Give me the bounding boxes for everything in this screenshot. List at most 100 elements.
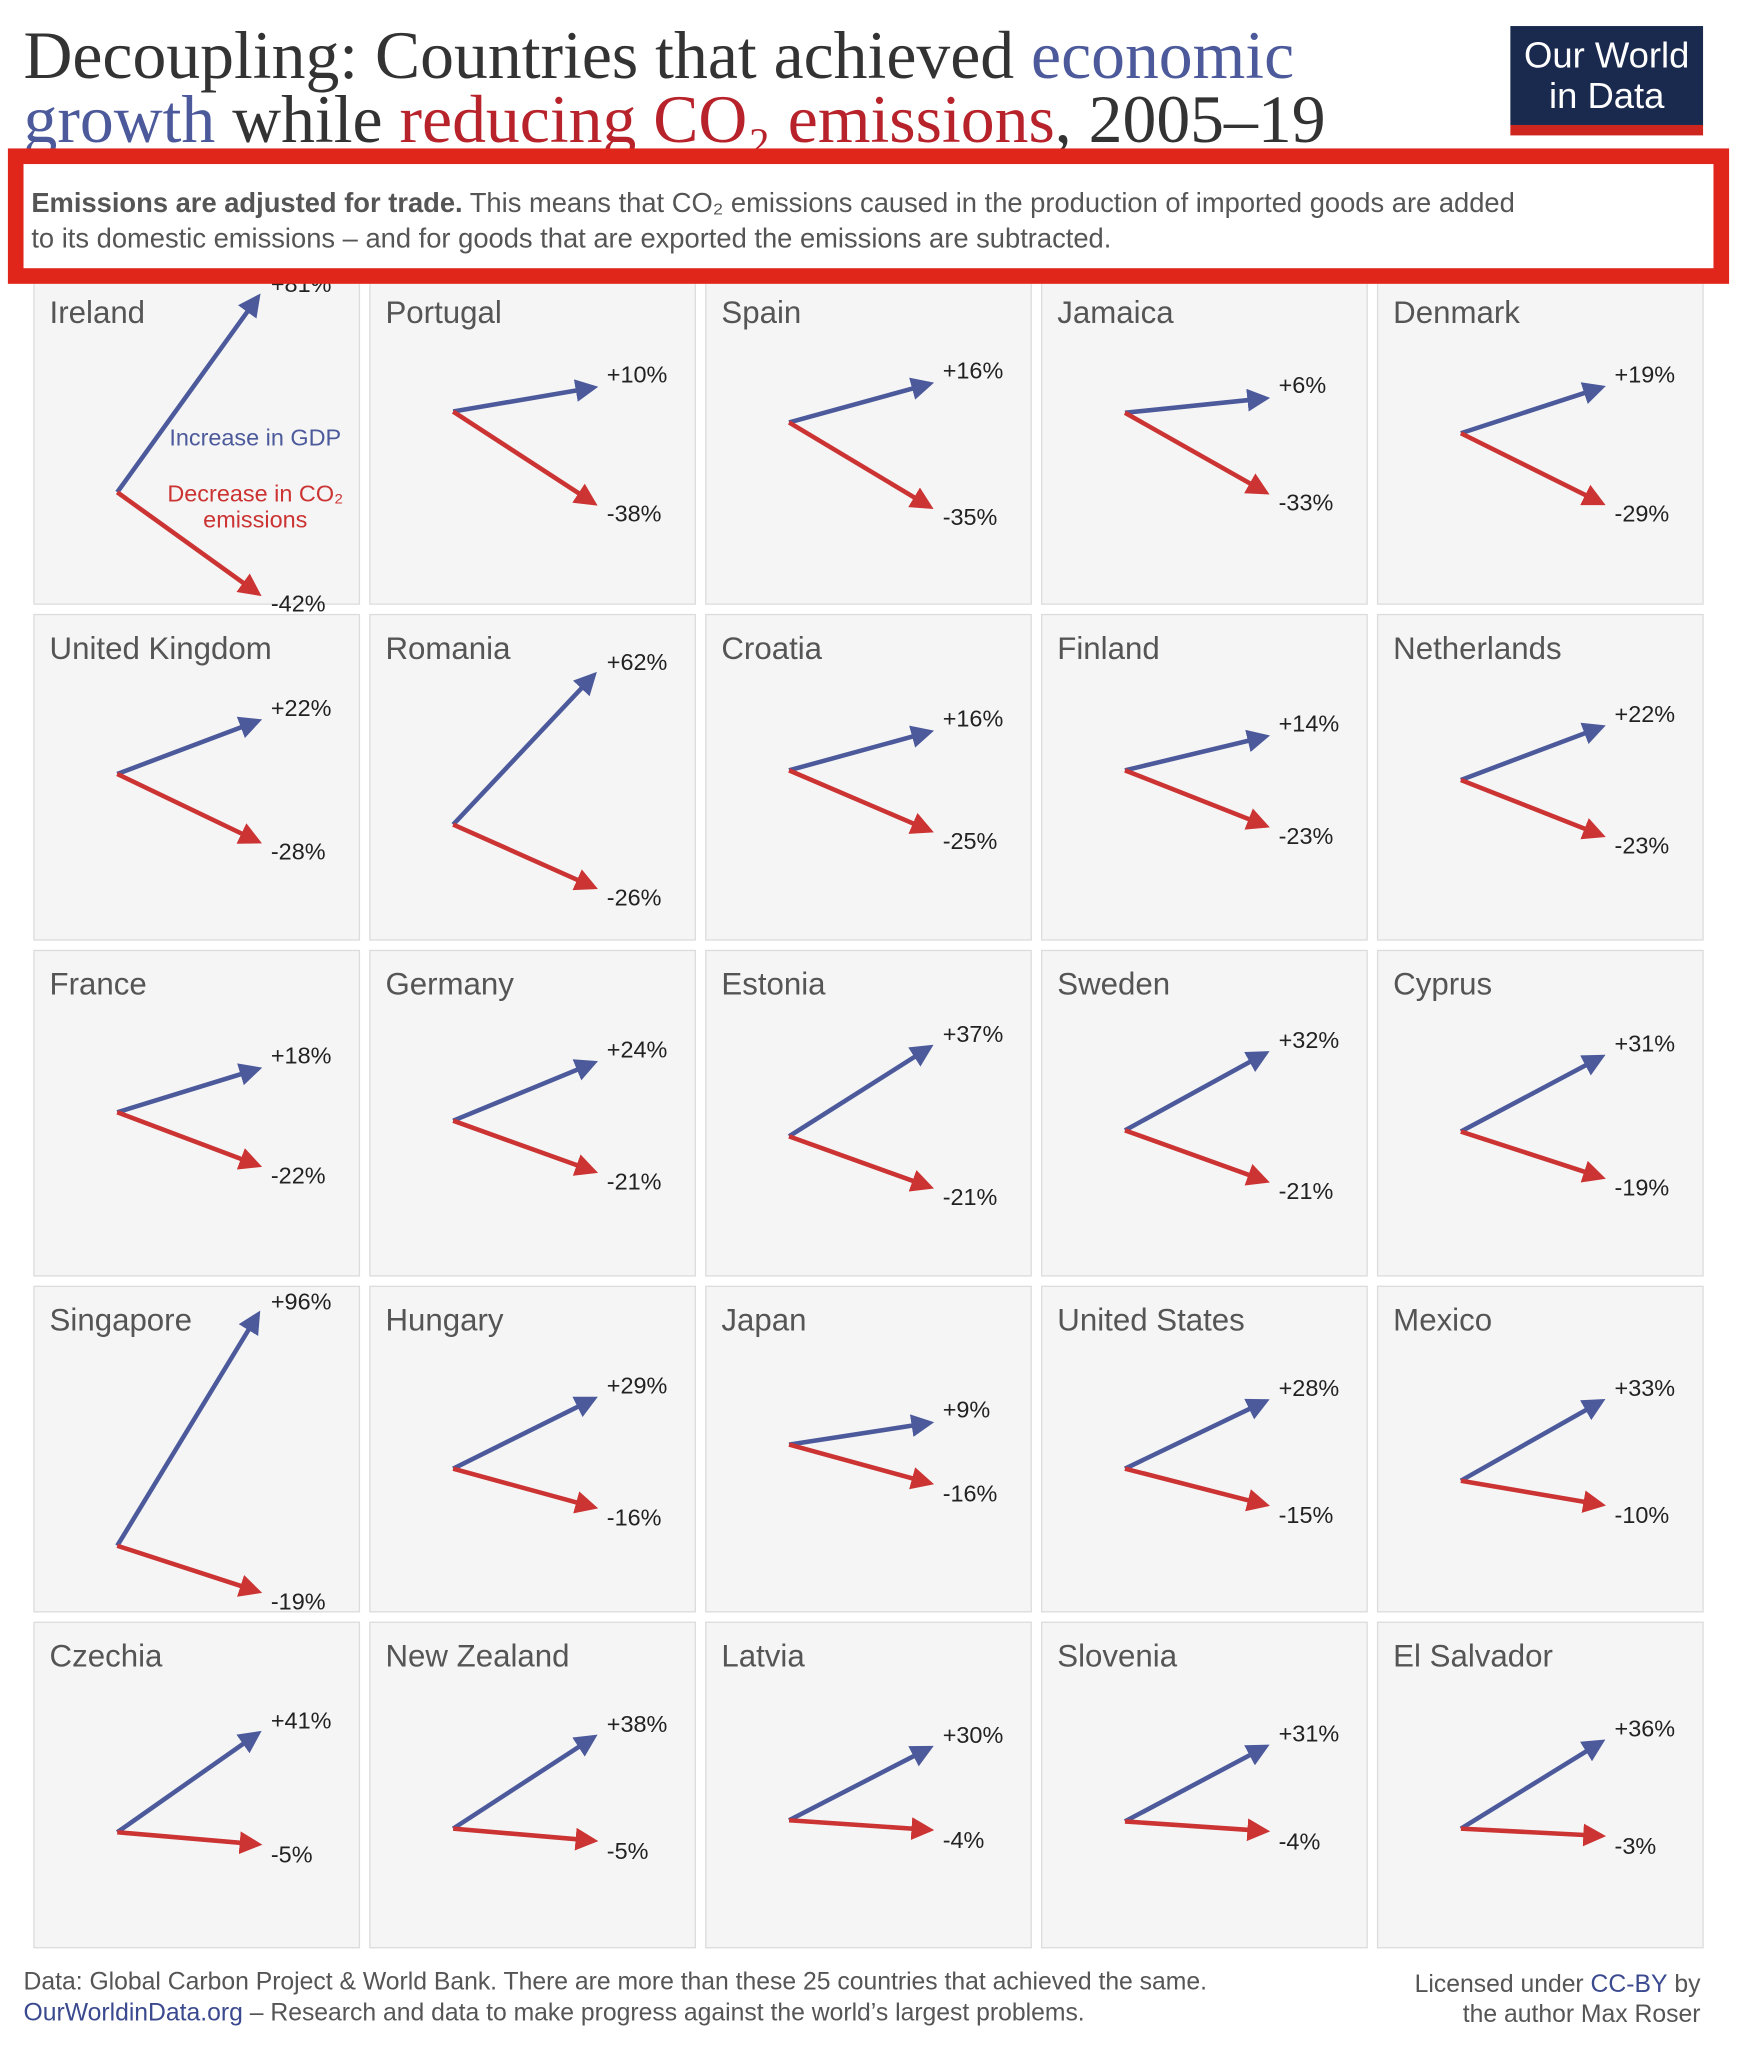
arrow (1460, 722, 1606, 783)
license: Licensed under CC-BY by (1415, 1971, 1701, 1998)
value-label: +37% (943, 1021, 1004, 1047)
arrow (117, 1829, 263, 1855)
panel (33, 949, 361, 1277)
value-label: +22% (1615, 701, 1676, 727)
value-label: +22% (271, 695, 332, 721)
panel (1041, 613, 1368, 941)
license-link[interactable]: CC-BY (1591, 1971, 1668, 1998)
arrow (1123, 1051, 1270, 1133)
value-label: +36% (1615, 1716, 1676, 1742)
country-label: Hungary (385, 1303, 503, 1338)
arrow (1459, 431, 1606, 506)
source-link[interactable]: OurWorldinData.org (24, 2000, 243, 2027)
country-label: Spain (721, 295, 801, 330)
country-label: United States (1057, 1303, 1245, 1338)
value-label: +31% (1279, 1721, 1340, 1747)
value-label: -21% (943, 1184, 998, 1210)
value-label: -16% (943, 1480, 998, 1506)
arrow (116, 1063, 263, 1115)
panel (705, 1285, 1032, 1613)
source: Data: Global Carbon Project & World Bank… (24, 1968, 1207, 1995)
value-label: +30% (943, 1722, 1004, 1748)
country-label: Netherlands (1393, 631, 1561, 666)
arrow (116, 716, 263, 777)
value-label: +16% (943, 358, 1004, 384)
value-label: +32% (1279, 1027, 1340, 1053)
arrow (1124, 1818, 1271, 1842)
arrow (1460, 1129, 1606, 1183)
arrow (1124, 768, 1270, 830)
value-label: -23% (1615, 833, 1670, 859)
arrow (451, 671, 597, 827)
value-label: -4% (943, 1827, 985, 1853)
arrow (452, 822, 598, 891)
title-part: Decoupling: Countries that achieved (24, 18, 1032, 93)
value-label: +62% (607, 649, 668, 675)
value-label: -10% (1615, 1502, 1670, 1528)
license: the author Max Roser (1463, 2001, 1701, 2028)
panel (369, 277, 696, 605)
arrow (788, 768, 934, 834)
panel (1376, 1621, 1704, 1949)
arrow (787, 1044, 934, 1139)
arrow (1460, 1823, 1607, 1847)
panel (1041, 277, 1368, 605)
value-label: -5% (607, 1838, 649, 1864)
arrow (1124, 1398, 1270, 1471)
title-part: economic (1031, 18, 1294, 93)
panel (369, 1621, 696, 1949)
panel (705, 277, 1032, 605)
arrow (1460, 1478, 1607, 1513)
arrow (788, 377, 935, 425)
arrow (788, 1134, 934, 1192)
subtitle-part: This means that CO₂ emissions caused in … (463, 187, 1515, 218)
logo-bar (1510, 124, 1704, 136)
arrow (452, 1466, 599, 1514)
logo-text: in Data (1549, 75, 1665, 116)
arrow (1123, 1744, 1270, 1824)
country-label: Sweden (1057, 967, 1170, 1002)
value-label: -15% (1279, 1502, 1334, 1528)
country-label: Latvia (721, 1639, 805, 1674)
country-label: Mexico (1393, 1303, 1492, 1338)
value-label: -29% (1615, 500, 1670, 526)
value-label: -26% (607, 884, 662, 910)
value-label: +19% (1615, 361, 1676, 387)
source: OurWorldinData.org – Research and data t… (24, 2000, 1085, 2027)
country-label: Jamaica (1057, 295, 1174, 330)
value-label: -4% (1279, 1828, 1321, 1854)
value-label: -16% (607, 1504, 662, 1530)
arrow (1124, 1466, 1271, 1512)
arrow (1124, 729, 1271, 773)
panel (1041, 1285, 1368, 1613)
value-label: +29% (607, 1373, 668, 1399)
arrow (787, 420, 934, 510)
country-label: France (50, 967, 147, 1002)
value-label: +14% (1279, 710, 1340, 736)
arrow (452, 1826, 599, 1851)
country-label: Czechia (50, 1639, 163, 1674)
value-label: -5% (271, 1842, 313, 1868)
arrow (1459, 1739, 1606, 1831)
panel (705, 1621, 1032, 1949)
country-label: Ireland (50, 295, 146, 330)
arrow (451, 409, 598, 506)
subtitle-part: Emissions are adjusted for trade. (31, 187, 462, 218)
title: growth while reducing CO₂ emissions, 200… (24, 82, 1326, 157)
panel (705, 949, 1032, 1277)
arrow (788, 1414, 935, 1447)
subtitle: Emissions are adjusted for trade. This m… (31, 187, 1515, 218)
arrow (451, 1734, 598, 1831)
arrow (115, 1310, 261, 1547)
arrow (1123, 410, 1270, 495)
license-part: Licensed under (1415, 1971, 1591, 1998)
panel (33, 1621, 361, 1949)
value-label: +16% (943, 706, 1004, 732)
arrow (1124, 388, 1271, 416)
arrow (452, 1118, 599, 1176)
country-label: Romania (385, 631, 511, 666)
country-label: Cyprus (1393, 967, 1492, 1002)
title-part: , 2005–19 (1055, 82, 1326, 157)
arrow (1460, 382, 1606, 436)
value-label: +38% (607, 1711, 668, 1737)
